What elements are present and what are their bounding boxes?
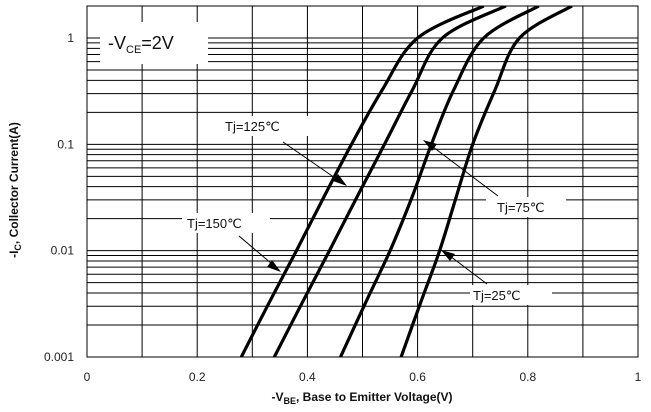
annotation-tj25: Tj=25℃	[441, 250, 552, 305]
annotation-tj150: Tj=150℃	[182, 213, 281, 272]
y-tick-label: 1	[67, 31, 74, 45]
y-tick-label: 0.001	[44, 350, 74, 364]
svg-text:Tj=150℃: Tj=150℃	[187, 216, 242, 231]
x-tick-label: 0.2	[189, 370, 206, 384]
condition-box	[100, 22, 208, 64]
svg-text:Tj=75℃: Tj=75℃	[497, 200, 544, 215]
x-tick-label: 1	[635, 370, 642, 384]
y-tick-label: 0.01	[51, 244, 75, 258]
y-tick-labels: 0.001 0.01 0.1 1	[44, 31, 74, 364]
x-tick-labels: 0 0.2 0.4 0.6 0.8 1	[84, 370, 642, 384]
plot-border	[86, 5, 639, 358]
y-axis-title: -IC, Collector Current(A)	[7, 122, 23, 258]
annotation-tj75: Tj=75℃	[423, 140, 566, 217]
curves	[239, 6, 573, 357]
series-line-1	[239, 6, 485, 357]
x-axis-title: -VBE, Base to Emitter Voltage(V)	[272, 390, 453, 406]
svg-text:Tj=25℃: Tj=25℃	[473, 288, 520, 303]
x-tick-label: 0	[84, 370, 91, 384]
condition-label: -VCE=2V	[108, 33, 174, 56]
x-tick-label: 0.8	[519, 370, 536, 384]
annotation-tj125: Tj=125℃	[222, 116, 347, 186]
x-tick-label: 0.6	[409, 370, 426, 384]
x-tick-label: 0.4	[299, 370, 316, 384]
condition-subscript: CE	[126, 44, 141, 56]
y-tick-label: 0.1	[57, 137, 74, 151]
svg-text:Tj=125℃: Tj=125℃	[225, 119, 280, 134]
series-line-2	[272, 6, 507, 357]
series-line-3	[339, 6, 540, 357]
